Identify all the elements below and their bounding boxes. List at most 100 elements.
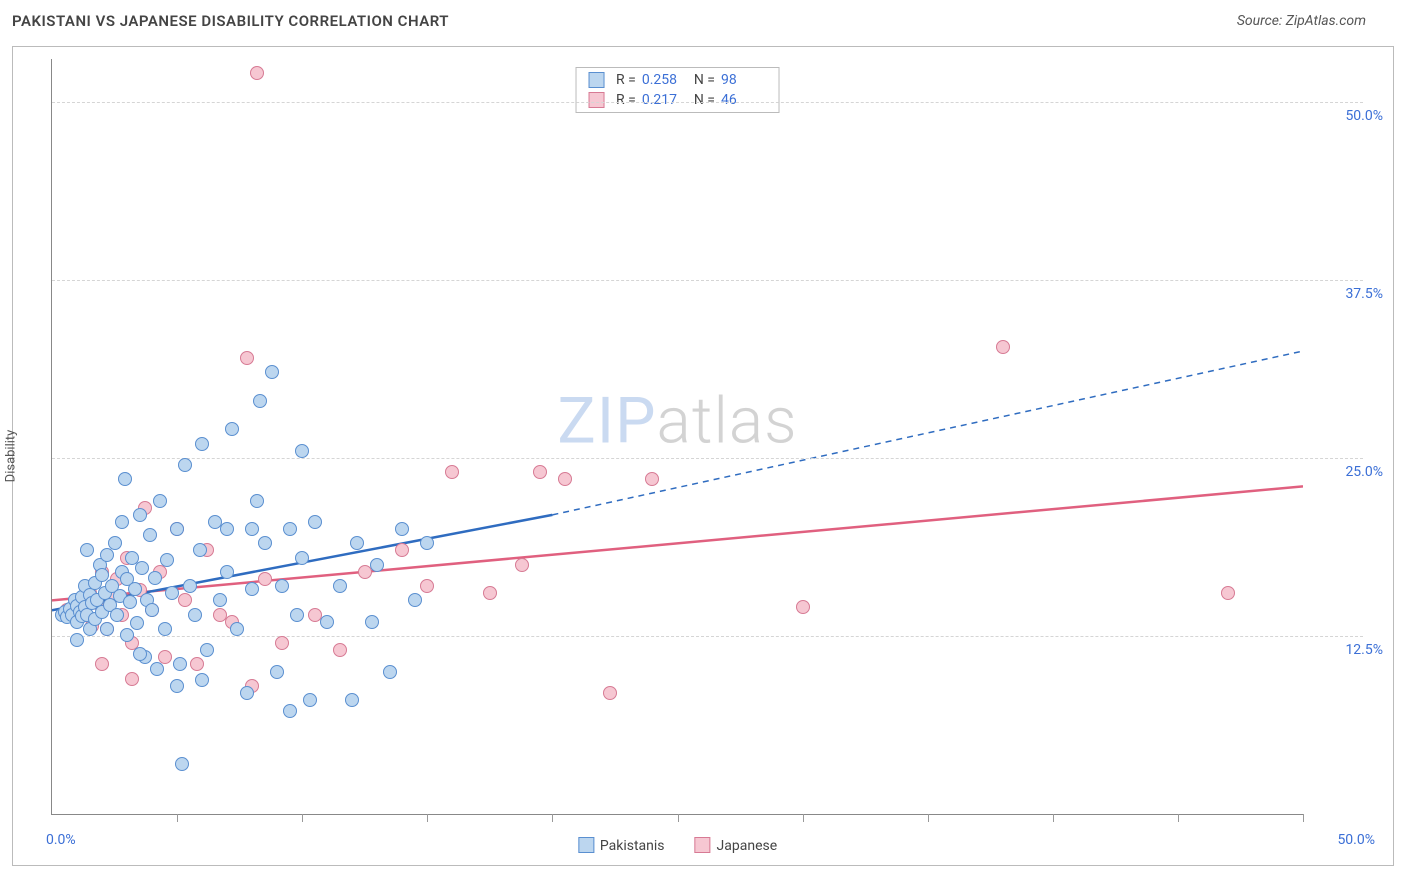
data-point-pakistanis — [245, 582, 259, 596]
data-point-pakistanis — [225, 422, 239, 436]
data-point-pakistanis — [370, 558, 384, 572]
data-point-pakistanis — [295, 551, 309, 565]
x-tick — [427, 814, 428, 822]
data-point-japanese — [645, 472, 659, 486]
data-point-japanese — [125, 672, 139, 686]
data-point-pakistanis — [115, 515, 129, 529]
x-tick — [928, 814, 929, 822]
gridline — [52, 636, 1363, 637]
data-point-pakistanis — [118, 472, 132, 486]
data-point-pakistanis — [170, 679, 184, 693]
series-legend: Pakistanis Japanese — [578, 837, 777, 854]
x-tick — [552, 814, 553, 822]
x-tick — [177, 814, 178, 822]
data-point-pakistanis — [178, 458, 192, 472]
data-point-pakistanis — [195, 673, 209, 687]
plot-area: ZIPatlas R = 0.258 N = 98 R = 0.217 N = … — [51, 59, 1303, 815]
data-point-japanese — [603, 686, 617, 700]
data-point-pakistanis — [200, 643, 214, 657]
data-point-pakistanis — [240, 686, 254, 700]
data-point-japanese — [533, 465, 547, 479]
data-point-pakistanis — [100, 622, 114, 636]
data-point-pakistanis — [145, 603, 159, 617]
data-point-pakistanis — [283, 704, 297, 718]
data-point-pakistanis — [220, 522, 234, 536]
gridline — [52, 458, 1363, 459]
data-point-pakistanis — [245, 522, 259, 536]
x-axis-max-label: 50.0% — [1337, 832, 1375, 848]
data-point-pakistanis — [303, 693, 317, 707]
data-point-pakistanis — [170, 522, 184, 536]
data-point-pakistanis — [80, 543, 94, 557]
data-point-pakistanis — [108, 536, 122, 550]
trend-lines-layer — [52, 59, 1303, 814]
x-axis-min-label: 0.0% — [46, 832, 76, 848]
y-axis-label: Disability — [4, 430, 19, 483]
legend-row-pakistanis: R = 0.258 N = 98 — [576, 70, 779, 90]
data-point-pakistanis — [123, 595, 137, 609]
data-point-pakistanis — [308, 515, 322, 529]
x-tick — [678, 814, 679, 822]
data-point-japanese — [240, 351, 254, 365]
data-point-pakistanis — [148, 571, 162, 585]
y-tick-label: 37.5% — [1345, 286, 1383, 302]
data-point-pakistanis — [320, 615, 334, 629]
x-tick — [803, 814, 804, 822]
data-point-pakistanis — [420, 536, 434, 550]
data-point-pakistanis — [230, 622, 244, 636]
swatch-pakistanis-icon — [588, 72, 604, 88]
data-point-pakistanis — [175, 757, 189, 771]
data-point-pakistanis — [120, 628, 134, 642]
y-tick-label: 25.0% — [1345, 464, 1383, 480]
data-point-pakistanis — [160, 553, 174, 567]
data-point-pakistanis — [110, 608, 124, 622]
data-point-pakistanis — [295, 444, 309, 458]
data-point-pakistanis — [165, 586, 179, 600]
data-point-pakistanis — [290, 608, 304, 622]
data-point-pakistanis — [250, 494, 264, 508]
chart-title: PAKISTANI VS JAPANESE DISABILITY CORRELA… — [12, 12, 449, 30]
data-point-pakistanis — [395, 522, 409, 536]
gridline — [52, 102, 1363, 103]
data-point-japanese — [515, 558, 529, 572]
data-point-japanese — [333, 643, 347, 657]
data-point-japanese — [95, 657, 109, 671]
data-point-japanese — [996, 340, 1010, 354]
data-point-pakistanis — [183, 579, 197, 593]
data-point-japanese — [558, 472, 572, 486]
legend-row-japanese: R = 0.217 N = 46 — [576, 90, 779, 110]
chart-container: Disability ZIPatlas R = 0.258 N = 98 R =… — [12, 46, 1394, 866]
data-point-pakistanis — [188, 608, 202, 622]
swatch-pakistanis-icon — [578, 837, 594, 853]
x-tick — [302, 814, 303, 822]
data-point-japanese — [275, 636, 289, 650]
correlation-legend: R = 0.258 N = 98 R = 0.217 N = 46 — [575, 67, 780, 113]
data-point-pakistanis — [283, 522, 297, 536]
data-point-japanese — [190, 657, 204, 671]
data-point-pakistanis — [133, 647, 147, 661]
data-point-pakistanis — [195, 437, 209, 451]
data-point-pakistanis — [193, 543, 207, 557]
x-tick — [1178, 814, 1179, 822]
gridline — [52, 280, 1363, 281]
data-point-pakistanis — [150, 662, 164, 676]
data-point-pakistanis — [265, 365, 279, 379]
data-point-pakistanis — [128, 582, 142, 596]
data-point-pakistanis — [220, 565, 234, 579]
data-point-pakistanis — [153, 494, 167, 508]
data-point-pakistanis — [270, 665, 284, 679]
data-point-pakistanis — [135, 561, 149, 575]
data-point-pakistanis — [333, 579, 347, 593]
x-tick — [1303, 814, 1304, 822]
data-point-japanese — [445, 465, 459, 479]
data-point-pakistanis — [213, 593, 227, 607]
source-label: Source: ZipAtlas.com — [1237, 13, 1366, 29]
legend-item-japanese: Japanese — [695, 837, 778, 854]
data-point-japanese — [178, 593, 192, 607]
data-point-pakistanis — [350, 536, 364, 550]
watermark: ZIPatlas — [557, 384, 797, 459]
chart-header: PAKISTANI VS JAPANESE DISABILITY CORRELA… — [0, 0, 1406, 40]
legend-item-pakistanis: Pakistanis — [578, 837, 665, 854]
swatch-japanese-icon — [695, 837, 711, 853]
data-point-japanese — [420, 579, 434, 593]
